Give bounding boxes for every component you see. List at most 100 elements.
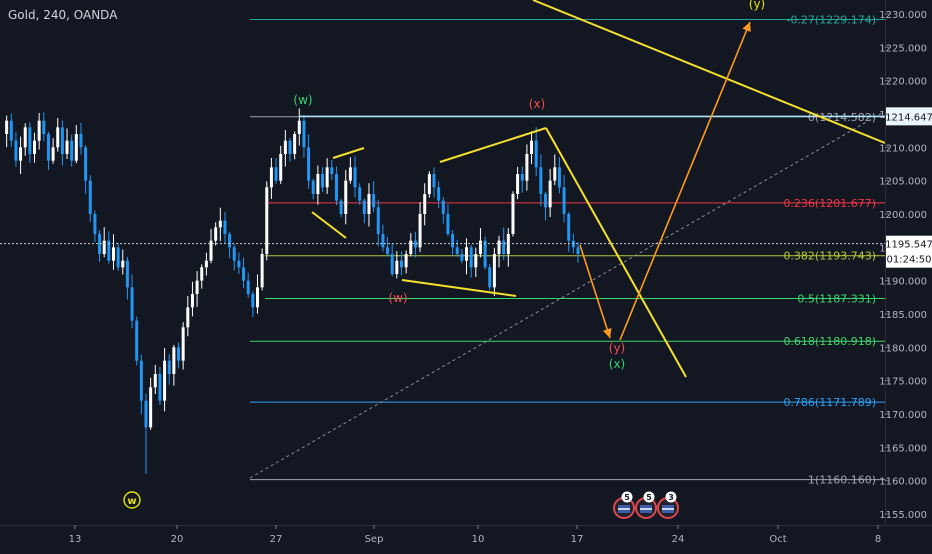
candle-body xyxy=(492,254,496,288)
candle-body xyxy=(353,167,357,188)
candle-body xyxy=(242,267,246,281)
candle-body xyxy=(325,167,329,188)
fib-retracement-group[interactable]: -0.27(1229.174) 0(1214.582) 0.236(1201.677… xyxy=(250,14,885,487)
trendline[interactable] xyxy=(311,211,347,239)
candle-body xyxy=(23,127,27,148)
candle-body xyxy=(539,167,543,194)
candle-body xyxy=(42,120,46,134)
candle-body xyxy=(525,154,529,181)
candle-body xyxy=(65,140,69,154)
candle-body xyxy=(348,167,352,181)
diagonal-dashed-line[interactable] xyxy=(249,112,883,479)
candle-body xyxy=(79,134,83,148)
candle-body xyxy=(93,214,97,234)
fib-level-label: 0.5(1187.331) xyxy=(797,292,876,305)
candle-body xyxy=(427,174,431,194)
candle-body xyxy=(530,140,534,154)
candle-body xyxy=(386,247,390,254)
candle-body xyxy=(107,240,111,261)
candle-body xyxy=(446,214,450,234)
wave-labels-group: (w) (x) (y) (w) (y) (x) w xyxy=(123,0,765,509)
candle-body xyxy=(88,180,92,214)
candle-body xyxy=(413,240,417,248)
candle-body xyxy=(399,260,403,268)
candle-body xyxy=(130,287,134,321)
event-count: 3 xyxy=(668,493,674,502)
candle-body xyxy=(488,267,492,288)
candle-body xyxy=(144,400,148,428)
candle-body xyxy=(98,234,102,254)
candle-body xyxy=(567,214,571,241)
candle-body xyxy=(5,120,9,134)
candle-body xyxy=(362,200,366,214)
projection-arrow-down[interactable] xyxy=(579,244,611,339)
candle-body xyxy=(483,240,487,268)
wave-label: w xyxy=(127,496,136,507)
price-axis[interactable] xyxy=(885,0,932,525)
event-count: 5 xyxy=(624,493,630,502)
candle-body xyxy=(19,147,23,161)
candle-body xyxy=(265,187,269,254)
candle-body xyxy=(474,254,478,268)
candle-body xyxy=(451,234,455,248)
candle-body xyxy=(316,174,320,194)
event-count-badge xyxy=(665,491,677,503)
candle-body xyxy=(149,387,153,428)
candle-body xyxy=(562,187,566,214)
candle-body xyxy=(441,200,445,214)
candle-body xyxy=(367,194,371,214)
symbol-title[interactable]: Gold, 240, OANDA xyxy=(8,8,118,22)
candle-body xyxy=(548,180,552,208)
trendline[interactable] xyxy=(532,0,886,144)
candle-body xyxy=(543,194,547,208)
candle-body xyxy=(478,240,482,254)
trendline[interactable] xyxy=(545,127,687,378)
event-count: 5 xyxy=(646,493,652,502)
candle-body xyxy=(288,140,292,154)
candle-body xyxy=(28,127,32,154)
time-axis[interactable] xyxy=(0,525,932,551)
candle-body xyxy=(190,294,194,308)
candle-body xyxy=(60,127,64,154)
candle-body xyxy=(293,134,297,154)
candle-body xyxy=(297,120,301,134)
candle-body xyxy=(163,360,167,401)
fib-level-label: 0.786(1171.789) xyxy=(783,396,876,409)
candle-body xyxy=(334,174,338,201)
trendline[interactable] xyxy=(332,147,365,159)
candle-body xyxy=(56,127,60,148)
candle-body xyxy=(404,254,408,268)
projection-arrow-up[interactable] xyxy=(619,21,751,341)
candle-body xyxy=(255,287,259,308)
candle-body xyxy=(269,167,273,188)
candle-body xyxy=(111,247,115,261)
candle-body xyxy=(209,240,213,261)
candle-body xyxy=(228,234,232,248)
drawing-lines-group[interactable] xyxy=(0,0,886,378)
candle-body xyxy=(432,174,436,188)
candle-body xyxy=(344,180,348,214)
candle-body xyxy=(251,294,255,308)
candle-body xyxy=(46,134,50,161)
candle-body xyxy=(37,120,41,141)
candle-body xyxy=(158,374,162,401)
trendline[interactable] xyxy=(401,279,517,297)
candle-body xyxy=(534,140,538,168)
candlestick-series xyxy=(5,108,580,474)
diagonal-trendline-group[interactable] xyxy=(249,112,883,479)
candle-body xyxy=(195,280,199,294)
fib-level-label: 0(1214.582) xyxy=(808,111,876,124)
candle-body xyxy=(139,360,143,401)
candle-body xyxy=(511,194,515,234)
candle-body xyxy=(372,194,376,208)
candle-body xyxy=(33,140,37,154)
candle-body xyxy=(455,247,459,254)
wave-label: (x) xyxy=(609,357,625,371)
candle-body xyxy=(321,174,325,188)
candle-body xyxy=(311,180,315,194)
trendline[interactable] xyxy=(439,127,547,163)
candle-body xyxy=(339,200,343,214)
event-badges-group[interactable]: 5 5 3 xyxy=(613,491,679,519)
